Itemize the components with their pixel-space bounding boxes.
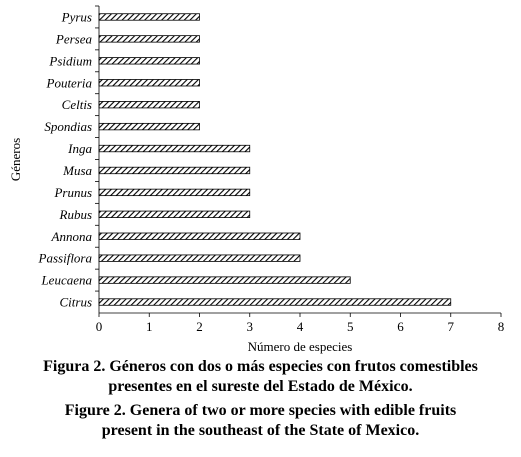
category-label-prunus: Prunus xyxy=(53,185,92,200)
x-tick-label: 1 xyxy=(146,319,153,334)
y-axis-title: Géneros xyxy=(8,138,23,181)
bar-chart-svg: Pyrus Persea Psidium Pouteria Celtis Spondias… xyxy=(8,5,505,354)
x-tick-label: 3 xyxy=(247,319,254,334)
bar-psidium xyxy=(98,57,200,65)
caption-en-line1: Figure 2. Genera of two or more species … xyxy=(64,402,457,419)
bar-leucaena xyxy=(98,276,351,284)
category-label-pouteria: Pouteria xyxy=(46,75,93,90)
bar-prunus xyxy=(98,188,251,197)
category-label-annona: Annona xyxy=(51,229,93,244)
category-label-inga: Inga xyxy=(67,141,92,156)
caption-es-line2: presentes en el sureste del Estado de Mé… xyxy=(108,378,413,395)
bar-celtis xyxy=(98,101,200,109)
x-tick-label: 5 xyxy=(347,319,354,334)
x-tick-label: 4 xyxy=(297,319,304,334)
bar-pyrus xyxy=(98,13,200,21)
bar-passiflora xyxy=(98,254,301,262)
bar-musa xyxy=(98,166,251,175)
bar-rubus xyxy=(98,210,251,218)
axes-layer: Pyrus Persea Psidium Pouteria Celtis Spondias… xyxy=(38,5,505,334)
bar-annona xyxy=(98,232,301,240)
category-label-citrus: Citrus xyxy=(59,295,92,310)
caption-es-line1: Figura 2. Géneros con dos o más especies… xyxy=(43,358,478,375)
bars-layer xyxy=(98,13,452,306)
x-tick-label: 8 xyxy=(498,319,505,334)
category-label-passiflora: Passiflora xyxy=(38,251,93,266)
category-label-pyrus: Pyrus xyxy=(61,9,92,24)
x-tick-label: 7 xyxy=(448,319,455,334)
category-label-rubus: Rubus xyxy=(59,207,93,222)
bar-pouteria xyxy=(98,79,200,87)
figure-caption-spanish: Figura 2. Géneros con dos o más especies… xyxy=(0,357,521,397)
category-label-celtis: Celtis xyxy=(62,97,92,112)
bar-spondias xyxy=(98,122,200,131)
bar-persea xyxy=(98,35,200,43)
bar-inga xyxy=(98,144,251,153)
caption-en-line2: present in the southeast of the State of… xyxy=(101,422,420,439)
x-axis-title: Número de especies xyxy=(248,339,353,354)
x-tick-label: 6 xyxy=(397,319,404,334)
chart: Pyrus Persea Psidium Pouteria Celtis Spondias… xyxy=(8,5,505,354)
category-label-persea: Persea xyxy=(55,31,93,46)
bar-citrus xyxy=(98,298,452,306)
x-tick-label: 2 xyxy=(196,319,203,334)
category-label-spondias: Spondias xyxy=(44,119,92,134)
category-label-musa: Musa xyxy=(62,163,92,178)
x-tick-label: 0 xyxy=(96,319,103,334)
figure-caption-english: Figure 2. Genera of two or more species … xyxy=(0,401,521,441)
category-label-leucaena: Leucaena xyxy=(40,273,92,288)
category-label-psidium: Psidium xyxy=(48,53,92,68)
